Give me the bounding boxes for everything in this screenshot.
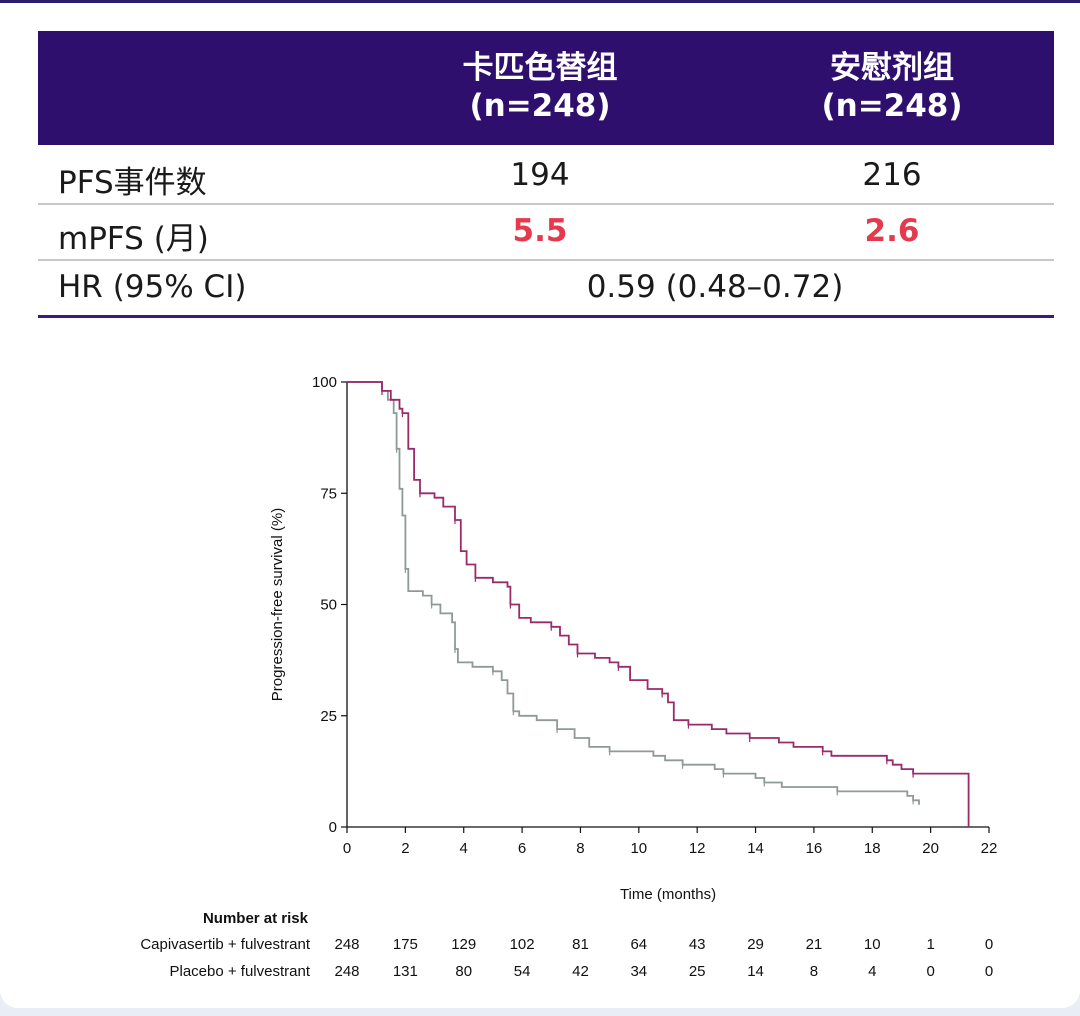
risk-value: 14 — [747, 963, 764, 980]
table-row-pfs-events: PFS事件数 194 216 — [38, 149, 1054, 205]
header-placebo: 安慰剂组 (n=248) — [742, 49, 1042, 125]
header-capivasertib: 卡匹色替组 (n=248) — [390, 49, 690, 125]
risk-value: 64 — [630, 936, 647, 953]
risk-value: 131 — [393, 963, 418, 980]
x-tick-label: 6 — [518, 840, 526, 857]
risk-value: 21 — [806, 936, 823, 953]
row-label: HR (95% CI) — [58, 269, 247, 305]
series-line-placebo — [347, 381, 920, 805]
x-tick-label: 4 — [460, 840, 468, 857]
risk-value: 80 — [455, 963, 472, 980]
row-value-placebo: 2.6 — [864, 213, 920, 249]
header-placebo-name: 安慰剂组 — [830, 50, 954, 86]
x-axis-title: Time (months) — [620, 886, 716, 903]
risk-value: 4 — [868, 963, 876, 980]
risk-value: 129 — [451, 936, 476, 953]
row-value-capivasertib: 5.5 — [512, 213, 568, 249]
x-tick-label: 8 — [576, 840, 584, 857]
risk-row-label: Placebo + fulvestrant — [169, 963, 310, 980]
x-tick-label: 18 — [864, 840, 881, 857]
risk-value: 54 — [514, 963, 531, 980]
risk-row-label: Capivasertib + fulvestrant — [140, 936, 310, 953]
risk-value: 102 — [510, 936, 535, 953]
risk-value: 25 — [689, 963, 706, 980]
risk-value: 8 — [810, 963, 818, 980]
table-row-hr: HR (95% CI) 0.59 (0.48–0.72) — [38, 261, 1054, 318]
y-tick-label: 100 — [312, 374, 337, 391]
header-capivasertib-name: 卡匹色替组 — [462, 50, 618, 86]
risk-value: 42 — [572, 963, 589, 980]
x-tick-label: 2 — [401, 840, 409, 857]
y-tick-label: 50 — [320, 597, 337, 614]
risk-value: 175 — [393, 936, 418, 953]
x-tick-label: 12 — [689, 840, 706, 857]
risk-value: 248 — [334, 963, 359, 980]
risk-value: 1 — [926, 936, 934, 953]
x-tick-label: 22 — [981, 840, 998, 857]
risk-value: 34 — [630, 963, 647, 980]
x-tick-label: 10 — [630, 840, 647, 857]
risk-value: 29 — [747, 936, 764, 953]
risk-value: 0 — [926, 963, 934, 980]
risk-value: 43 — [689, 936, 706, 953]
x-tick-label: 20 — [922, 840, 939, 857]
header-placebo-n: (n=248) — [821, 88, 963, 124]
table-header: 卡匹色替组 (n=248) 安慰剂组 (n=248) — [38, 31, 1054, 145]
row-label: PFS事件数 — [58, 165, 207, 201]
x-tick-label: 14 — [747, 840, 764, 857]
row-label: mPFS (月) — [58, 221, 209, 257]
y-axis-title: Progression-free survival (%) — [269, 508, 286, 701]
y-tick-label: 25 — [320, 708, 337, 725]
risk-table-title: Number at risk — [203, 910, 309, 927]
row-value-placebo: 216 — [862, 157, 922, 193]
y-tick-label: 75 — [320, 485, 337, 502]
risk-value: 0 — [985, 963, 993, 980]
row-value-hr: 0.59 (0.48–0.72) — [586, 269, 844, 305]
header-capivasertib-n: (n=248) — [469, 88, 611, 124]
y-tick-label: 0 — [329, 819, 337, 836]
risk-value: 81 — [572, 936, 589, 953]
x-tick-label: 0 — [343, 840, 351, 857]
row-value-capivasertib: 194 — [510, 157, 570, 193]
risk-value: 0 — [985, 936, 993, 953]
risk-value: 248 — [334, 936, 359, 953]
x-tick-label: 16 — [806, 840, 823, 857]
risk-value: 10 — [864, 936, 881, 953]
table-row-mpfs: mPFS (月) 5.5 2.6 — [38, 205, 1054, 261]
